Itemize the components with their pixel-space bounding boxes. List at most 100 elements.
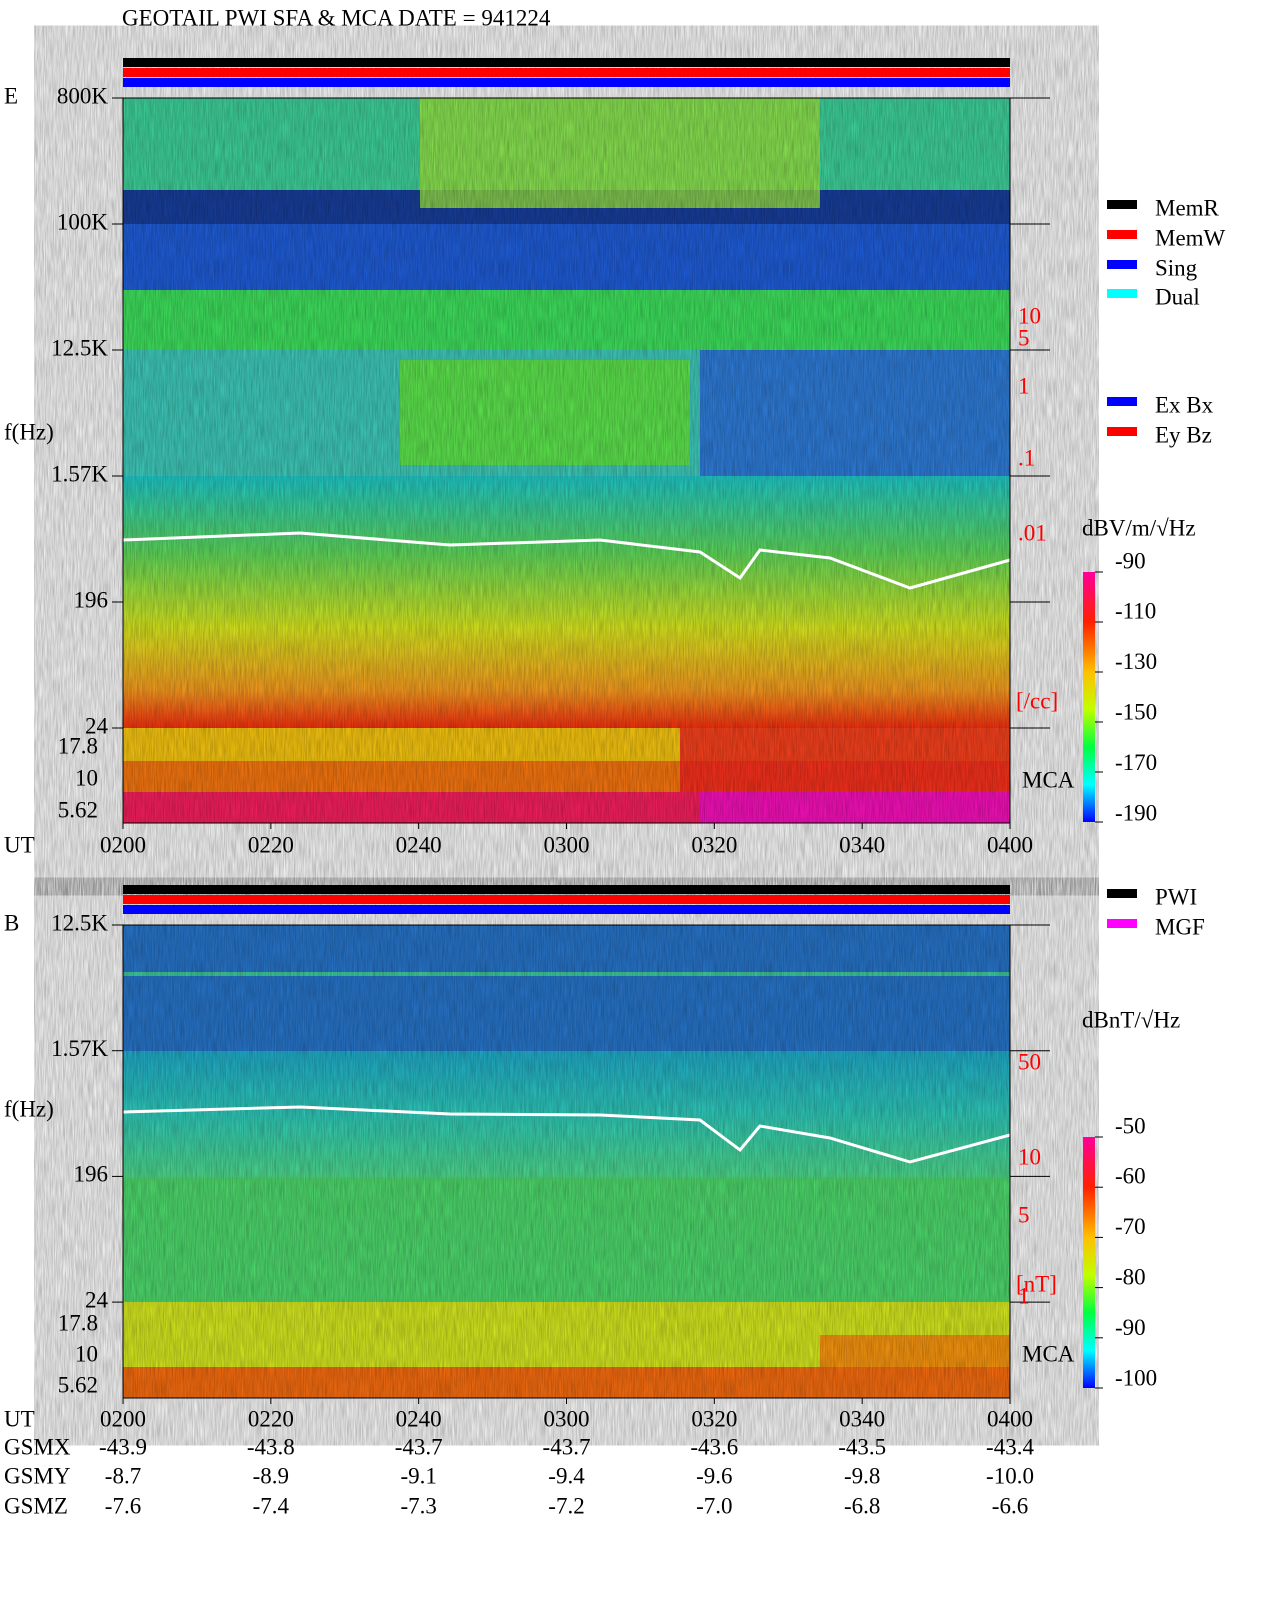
mca-tick-label: 10: [75, 765, 98, 790]
colorbar-tick-label: -90: [1115, 548, 1146, 573]
colorbar-tick-label: -150: [1115, 699, 1157, 724]
title: GEOTAIL PWI SFA & MCA DATE = 941224: [122, 5, 551, 30]
orbit-value: -7.6: [105, 1493, 141, 1518]
x-tick-label: 0220: [248, 832, 294, 857]
mca-label: MCA: [1022, 1341, 1075, 1366]
x-tick-label: 0240: [396, 832, 442, 857]
legend-swatch: [1107, 397, 1137, 406]
legend-swatch: [1107, 289, 1137, 298]
colorbar-unit: dBV/m/√Hz: [1082, 515, 1196, 540]
y-tick-label: 24: [85, 1287, 109, 1312]
y-tick-label: 1.57K: [51, 1036, 108, 1061]
legend-swatch: [1107, 200, 1137, 209]
orbit-row-name: GSMY: [4, 1463, 71, 1488]
spectrogram-background: [122, 98, 1095, 1398]
colorbar-tick-label: -130: [1115, 649, 1157, 674]
orbit-value: -9.8: [844, 1463, 880, 1488]
y-tick-label: 12.5K: [51, 335, 108, 360]
density-tick-label: .1: [1018, 445, 1035, 470]
colorbar-tick-label: -110: [1115, 599, 1156, 624]
orbit-value: -9.4: [548, 1463, 585, 1488]
legend-swatch: [1107, 260, 1137, 269]
y-tick-label: 1.57K: [51, 461, 108, 486]
x-tick-label: 0240: [396, 1406, 442, 1431]
colorbar-tick-label: -170: [1115, 750, 1157, 775]
colorbar-tick-label: -70: [1115, 1214, 1146, 1239]
y-tick-label: 12.5K: [51, 910, 108, 935]
orbit-value: -9.6: [696, 1463, 732, 1488]
orbit-value: -7.3: [400, 1493, 436, 1518]
y-tick-label: 196: [74, 587, 109, 612]
legend-swatch: [1107, 427, 1137, 436]
colorbar-tick-label: -100: [1115, 1365, 1157, 1390]
density-tick-label: 5: [1018, 1202, 1030, 1227]
time-axis-label: UT: [4, 832, 35, 857]
legend-label: Ex Bx: [1155, 392, 1214, 417]
mca-tick-label: 5.62: [58, 797, 98, 822]
colorbar-unit: dBnT/√Hz: [1082, 1007, 1180, 1032]
y-tick-label: 100K: [57, 209, 109, 234]
legend-swatch: [1107, 230, 1137, 239]
density-unit: [nT]: [1016, 1271, 1057, 1296]
density-tick-label: 5: [1018, 325, 1030, 350]
legend-label: Dual: [1155, 284, 1200, 309]
density-unit: [/cc]: [1016, 688, 1058, 713]
x-tick-label: 0200: [100, 1406, 146, 1431]
legend-label: MGF: [1155, 914, 1205, 939]
orbit-value: -7.4: [253, 1493, 290, 1518]
legend-label: MemW: [1155, 225, 1226, 250]
y-axis-label: f(Hz): [4, 1096, 54, 1121]
mca-label: MCA: [1022, 767, 1075, 792]
density-tick-label: 1: [1018, 373, 1030, 398]
x-tick-label: 0300: [544, 832, 590, 857]
legend-swatch: [1107, 919, 1137, 928]
y-tick-label: 24: [85, 713, 109, 738]
density-tick-label: 10: [1018, 1144, 1041, 1169]
orbit-value: -8.9: [253, 1463, 289, 1488]
orbit-value: -8.7: [105, 1463, 141, 1488]
x-tick-label: 0340: [839, 832, 885, 857]
colorbar-tick-label: -190: [1115, 800, 1157, 825]
orbit-value: -43.4: [986, 1434, 1034, 1459]
legend-label: Ey Bz: [1155, 422, 1212, 447]
density-tick-label: 1: [1018, 1283, 1030, 1308]
x-tick-label: 0300: [544, 1406, 590, 1431]
orbit-value: -43.5: [838, 1434, 886, 1459]
colorbar-tick-label: -90: [1115, 1315, 1146, 1340]
status-bar: [123, 78, 1010, 87]
legend-label: PWI: [1155, 884, 1197, 909]
status-bar: [123, 58, 1010, 67]
y-tick-label: 800K: [57, 83, 109, 108]
orbit-value: -6.8: [844, 1493, 880, 1518]
orbit-row-name: GSMX: [4, 1434, 71, 1459]
orbit-value: -43.9: [99, 1434, 147, 1459]
orbit-value: -10.0: [986, 1463, 1034, 1488]
legend-label: MemR: [1155, 195, 1220, 220]
orbit-row-name: GSMZ: [4, 1493, 68, 1518]
density-tick-label: .01: [1018, 520, 1047, 545]
legend-swatch: [1107, 889, 1137, 898]
x-tick-label: 0400: [987, 832, 1033, 857]
x-tick-label: 0400: [987, 1406, 1033, 1431]
mca-tick-label: 5.62: [58, 1372, 98, 1397]
status-bar: [123, 68, 1010, 77]
legend-label: Sing: [1155, 255, 1198, 280]
density-tick-label: 10: [1018, 303, 1041, 328]
orbit-value: -43.8: [247, 1434, 295, 1459]
y-axis-label: f(Hz): [4, 419, 54, 444]
orbit-value: -43.7: [395, 1434, 443, 1459]
panel-label: E: [4, 83, 18, 108]
orbit-value: -9.1: [400, 1463, 436, 1488]
x-tick-label: 0340: [839, 1406, 885, 1431]
x-tick-label: 0200: [100, 832, 146, 857]
mca-tick-label: 17.8: [58, 1310, 98, 1335]
x-tick-label: 0220: [248, 1406, 294, 1431]
status-bar: [123, 885, 1010, 894]
orbit-value: -6.6: [992, 1493, 1028, 1518]
orbit-value: -43.7: [543, 1434, 591, 1459]
time-axis-label: UT: [4, 1406, 35, 1431]
orbit-value: -43.6: [690, 1434, 738, 1459]
y-tick-label: 196: [74, 1162, 109, 1187]
